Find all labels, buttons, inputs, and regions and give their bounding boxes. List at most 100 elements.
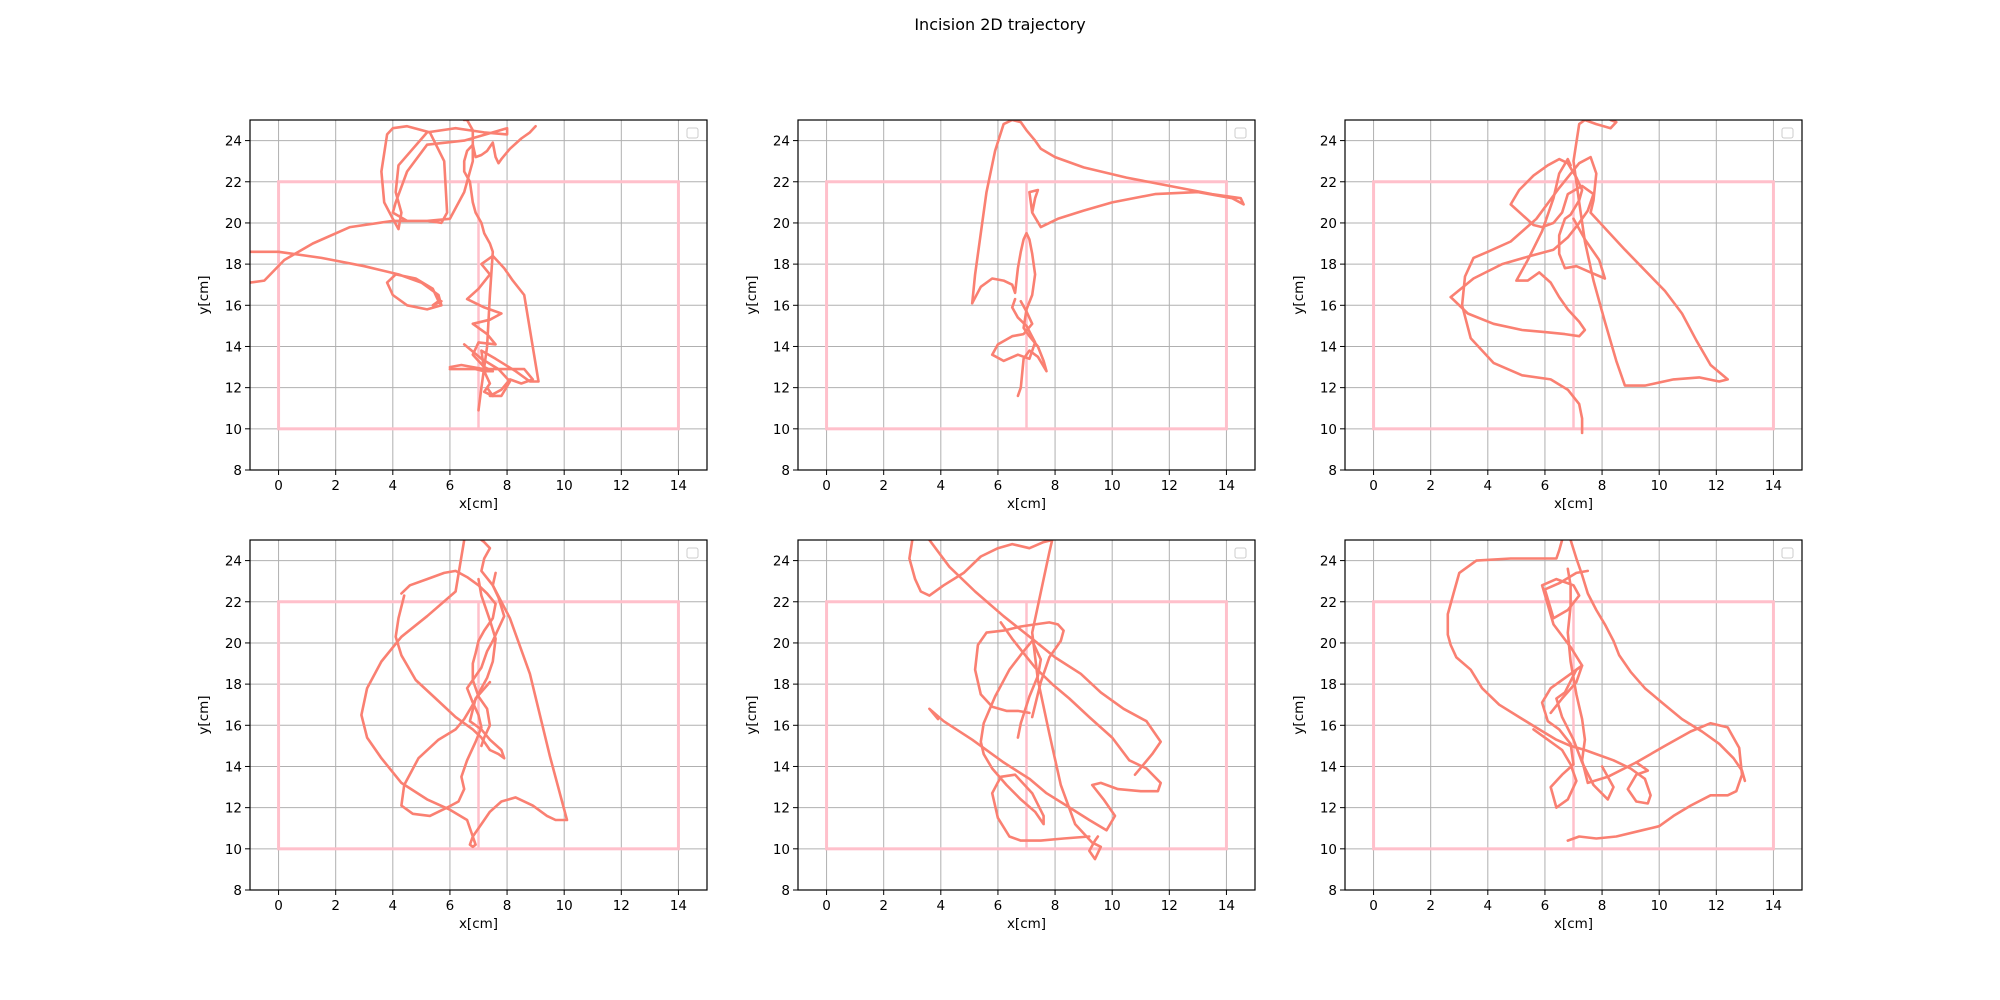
y-tick-label: 20: [1320, 216, 1337, 232]
x-tick-label: 2: [331, 898, 340, 914]
x-tick-label: 10: [1651, 478, 1668, 494]
y-tick-label: 20: [1320, 636, 1337, 652]
trajectory-line: [1569, 540, 1747, 783]
trajectory-group: [908, 540, 1162, 861]
x-axis-label: x[cm]: [459, 496, 498, 512]
trajectory-line: [400, 571, 506, 818]
y-tick-label: 22: [1320, 175, 1337, 191]
x-axis-label: x[cm]: [1554, 916, 1593, 932]
trajectory-line: [973, 621, 1065, 719]
trajectory-group: [1446, 540, 1747, 842]
x-tick-label: 10: [1104, 898, 1121, 914]
x-axis-label: x[cm]: [459, 916, 498, 932]
y-tick-label: 10: [773, 842, 790, 858]
x-tick-label: 2: [1426, 478, 1435, 494]
x-tick-label: 6: [994, 478, 1003, 494]
trajectory-line: [1446, 540, 1652, 805]
y-tick-label: 14: [225, 759, 242, 775]
y-tick-label: 16: [225, 718, 242, 734]
x-tick-label: 8: [1598, 898, 1607, 914]
y-tick-label: 8: [233, 883, 242, 899]
trajectory-line: [1449, 157, 1607, 299]
trajectory-group: [250, 120, 540, 412]
y-axis-label: y[cm]: [196, 695, 212, 734]
y-tick-label: 14: [225, 339, 242, 355]
y-tick-label: 24: [1320, 134, 1337, 150]
x-tick-label: 12: [1708, 478, 1725, 494]
y-tick-label: 8: [781, 463, 790, 479]
y-tick-label: 10: [1320, 842, 1337, 858]
y-tick-label: 20: [225, 636, 242, 652]
y-tick-label: 24: [225, 554, 242, 570]
y-tick-label: 16: [1320, 298, 1337, 314]
y-tick-label: 10: [225, 422, 242, 438]
x-tick-label: 2: [879, 478, 888, 494]
trajectory-line: [928, 540, 1162, 777]
x-tick-label: 14: [1765, 478, 1782, 494]
x-tick-label: 6: [1541, 898, 1550, 914]
y-tick-label: 22: [225, 595, 242, 611]
x-tick-label: 14: [1765, 898, 1782, 914]
x-tick-label: 6: [446, 898, 455, 914]
x-tick-label: 10: [1104, 478, 1121, 494]
x-axis-label: x[cm]: [1007, 496, 1046, 512]
y-tick-label: 24: [225, 134, 242, 150]
x-tick-label: 4: [1484, 898, 1493, 914]
y-axis-label: y[cm]: [1291, 275, 1307, 314]
trajectory-line: [394, 594, 506, 760]
x-tick-label: 2: [879, 898, 888, 914]
x-tick-label: 14: [670, 898, 687, 914]
y-axis-label: y[cm]: [196, 275, 212, 314]
x-tick-label: 12: [1161, 898, 1178, 914]
y-tick-label: 20: [225, 216, 242, 232]
y-tick-label: 12: [1320, 801, 1337, 817]
y-tick-label: 16: [773, 298, 790, 314]
y-tick-label: 18: [225, 677, 242, 693]
legend-box: [1234, 127, 1247, 139]
trajectory-group: [970, 120, 1245, 398]
trajectory-line: [448, 343, 535, 398]
x-tick-label: 2: [1426, 898, 1435, 914]
y-tick-label: 8: [781, 883, 790, 899]
x-tick-label: 10: [1651, 898, 1668, 914]
figure-title: Incision 2D trajectory: [914, 15, 1085, 34]
y-axis-label: y[cm]: [1291, 695, 1307, 734]
x-tick-label: 6: [994, 898, 1003, 914]
x-tick-label: 0: [822, 898, 831, 914]
x-tick-label: 8: [1051, 898, 1060, 914]
trajectory-line: [1540, 569, 1615, 801]
trajectory-line: [1460, 120, 1729, 435]
y-tick-label: 8: [1328, 463, 1337, 479]
y-tick-label: 12: [773, 801, 790, 817]
y-tick-label: 12: [773, 381, 790, 397]
trajectory-line: [908, 540, 1103, 861]
legend-box: [1234, 547, 1247, 559]
x-tick-label: 0: [822, 478, 831, 494]
x-tick-label: 8: [1598, 478, 1607, 494]
y-tick-label: 12: [1320, 381, 1337, 397]
trajectory-group: [360, 540, 569, 849]
x-axis-label: x[cm]: [1007, 916, 1046, 932]
x-tick-label: 14: [1218, 478, 1235, 494]
y-tick-label: 16: [225, 298, 242, 314]
x-tick-label: 10: [556, 478, 573, 494]
x-tick-label: 4: [389, 478, 398, 494]
x-tick-label: 8: [503, 898, 512, 914]
x-tick-label: 4: [389, 898, 398, 914]
x-axis-label: x[cm]: [1554, 496, 1593, 512]
trajectory-line: [970, 231, 1048, 398]
x-tick-label: 10: [556, 898, 573, 914]
y-tick-label: 24: [1320, 554, 1337, 570]
legend-box: [686, 547, 699, 559]
y-tick-label: 10: [1320, 422, 1337, 438]
y-tick-label: 14: [1320, 339, 1337, 355]
trajectory-line: [990, 297, 1037, 363]
x-tick-label: 0: [1369, 898, 1378, 914]
x-tick-label: 2: [331, 478, 340, 494]
y-tick-label: 10: [773, 422, 790, 438]
